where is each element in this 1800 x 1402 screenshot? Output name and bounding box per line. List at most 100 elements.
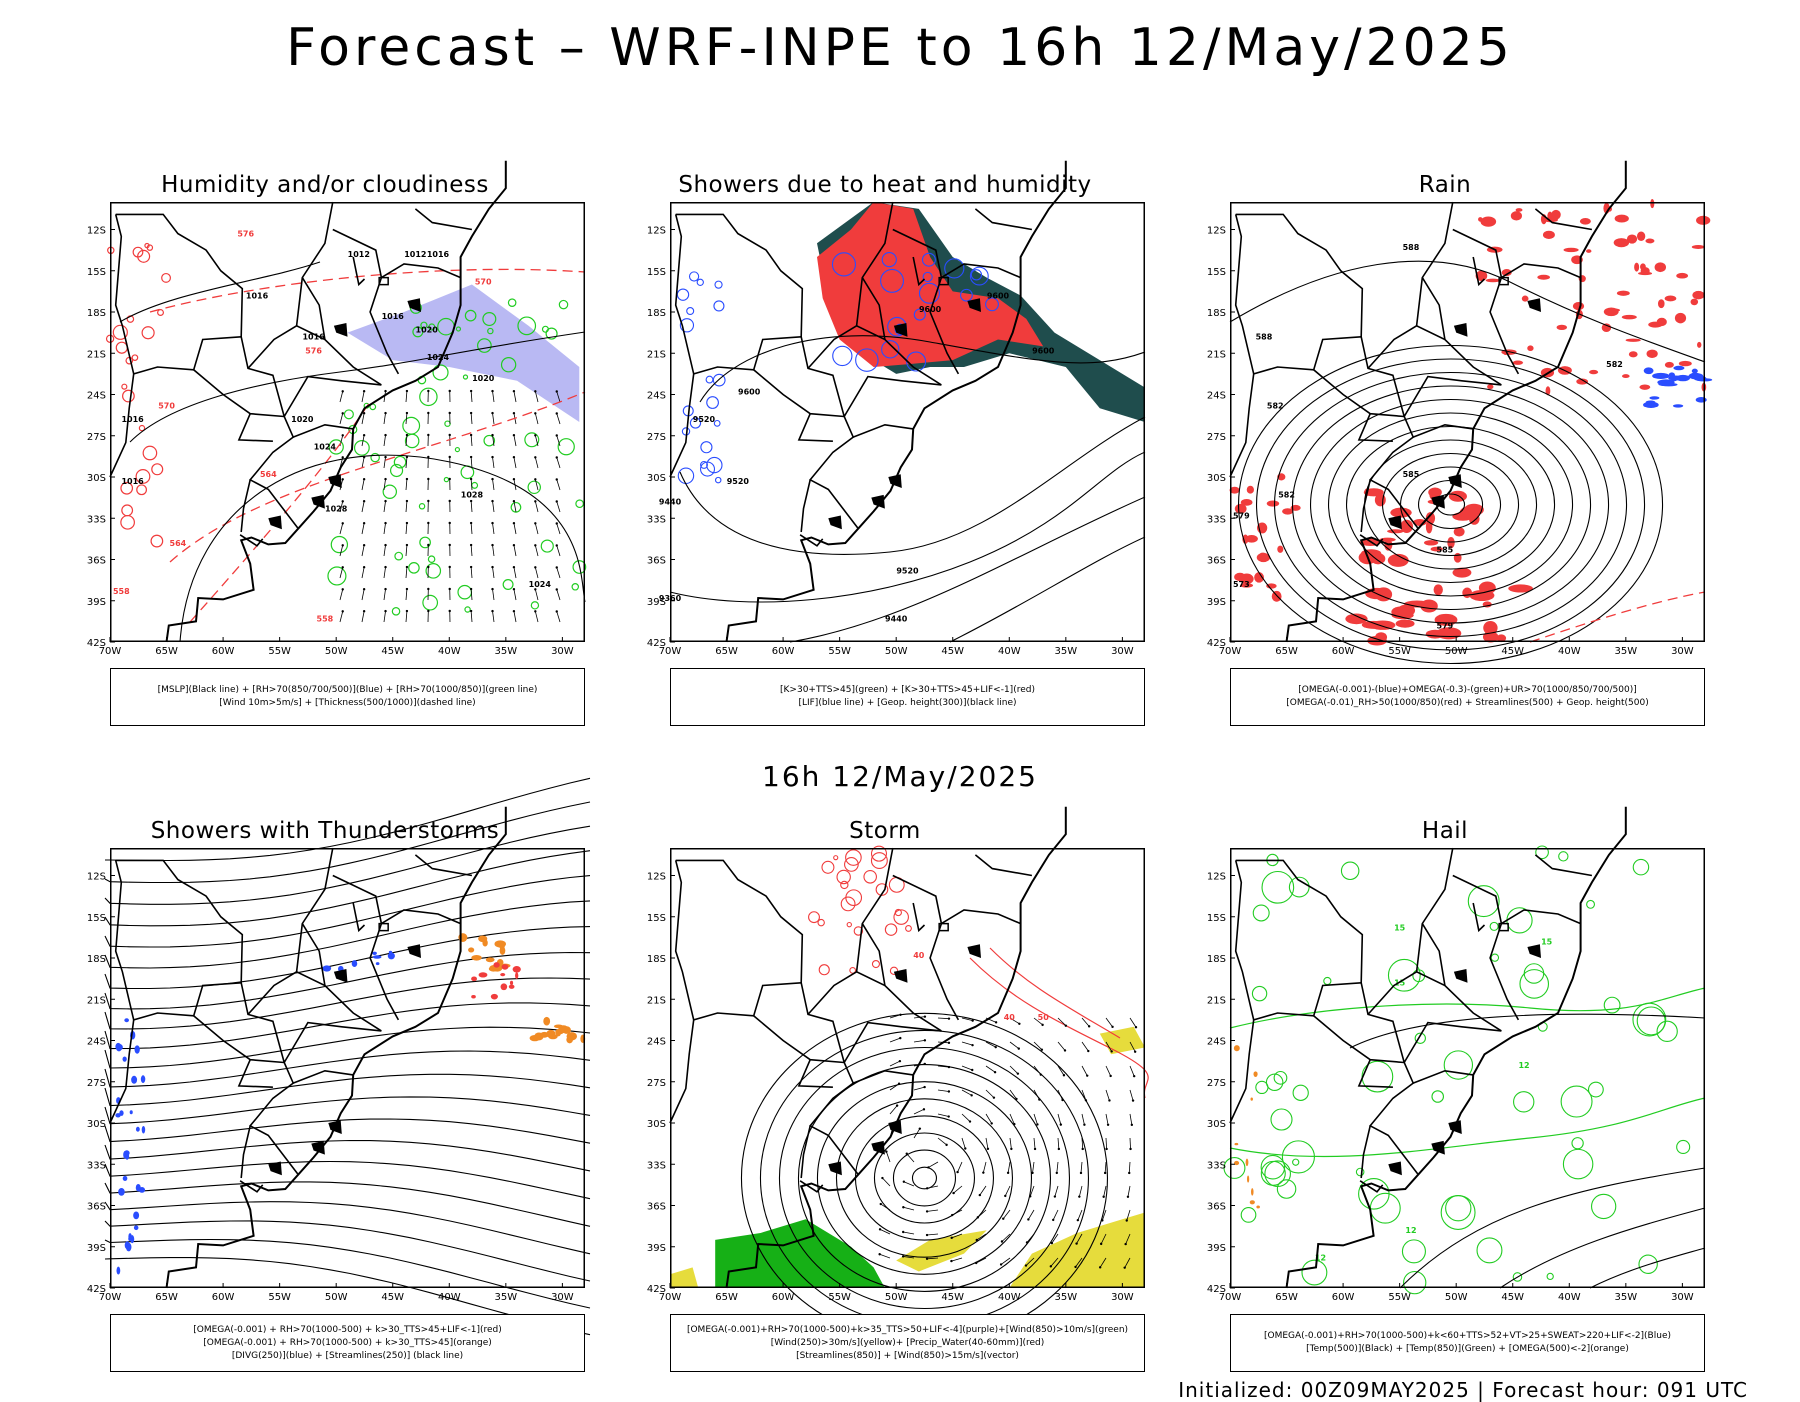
wind-vector [557,457,560,468]
rh-green-contour [576,500,583,507]
isoline-label: 585 [1403,470,1420,479]
isoline-label: 1016 [121,477,144,486]
wind-vector-head [534,412,536,414]
wind850-vector-head [1010,1148,1012,1150]
rh-green-contour [558,439,574,455]
isoline-label: 1024 [314,443,337,452]
wind-vector [362,479,364,490]
rh-green-contour [444,467,449,477]
wind850-vector [1053,1210,1058,1220]
lif-blue-contour [706,376,713,383]
wind250-yellow-area [896,1230,987,1271]
streamline-250 [105,1003,590,1049]
wind-vector [362,457,364,468]
wind-vector [362,413,364,424]
omega-rh-red-area [1396,619,1415,627]
storm-red-area [513,966,521,973]
streamline-850 [836,1099,1012,1257]
omega-rh-red-area [1696,216,1710,225]
storm-orange-area [478,935,487,942]
wind850-vector-head [902,1206,904,1208]
lon-tick-label: 65W [155,646,178,657]
wind850-vector-head [970,1094,972,1096]
rh-green-contour [465,607,470,612]
lake [1527,944,1541,958]
omega-blue-area [1646,400,1656,403]
temp850-green-contour [1413,970,1425,982]
temp850-green-contour [1572,1138,1583,1149]
wind850-vector-head [977,1216,979,1218]
divg-blue-area [372,952,377,955]
lon-tick-label: 65W [1275,1292,1298,1303]
divg-blue-area [123,1057,127,1062]
wind-vector-head [363,588,365,590]
wind-vector-head [406,544,408,546]
wind850-vector [1106,1018,1113,1027]
wind850-vector-head [899,1060,901,1062]
wind-vector [493,501,494,512]
temp850-green-contour [1563,1149,1592,1178]
wind-vector-head [470,544,472,546]
country-border [293,425,353,437]
wind850-vector-head [1040,1073,1042,1075]
lat-tick-label: 21S [87,995,106,1006]
streamline-250 [105,927,590,989]
wind-vector-head [427,588,429,590]
omega-rh-red-area [1589,370,1598,374]
lon-tick-label: 40W [1558,1292,1581,1303]
wind250-yellow-area [1100,1027,1145,1055]
wind850-vector [1106,1090,1109,1100]
lat-tick-label: 12S [647,872,666,883]
wind-vector [340,589,343,600]
omega-rh-red-area [1626,339,1641,342]
rh-green-contour [395,378,408,382]
wind-vector [514,611,516,622]
rh-blue-area [348,285,580,423]
wind-vector [362,611,364,622]
country-border [1236,214,1314,374]
storm-red-area [493,962,499,967]
isoline-label: 1012 [404,250,426,259]
lif-blue-contour [716,477,721,482]
omega500-orange-area [1234,1045,1240,1051]
wind-vector [406,391,407,402]
legend-line: [Wind(250)>30m/s](yellow)+ [Precip_Water… [771,1337,1045,1350]
wind850-vector [890,1061,900,1066]
wind850-vector-head [1027,1218,1029,1220]
rh-green-contour [360,568,375,573]
streamline-250 [105,1141,590,1171]
legend-line: [OMEGA(-0.001) + RH>70(1000-500) + k>30_… [193,1324,502,1337]
lat-tick-label: 24S [87,1037,106,1048]
wind-vector-head [534,544,536,546]
wind-vector-head [342,610,344,612]
wind850-vector [1105,1162,1106,1173]
coastline [167,161,506,642]
wind-vector-head [470,610,472,612]
omega-blue-area [1644,367,1654,374]
wind850-vector-head [924,1015,926,1017]
isoline-label: 9600 [987,291,1010,300]
wind850-vector [1058,1114,1061,1125]
wind850-vector-head [948,1066,950,1068]
omega500-orange-area [1250,1200,1255,1204]
wind-vector-head [427,544,429,546]
country-border [116,860,194,1020]
rh-green-contour [421,413,426,423]
omega-rh-red-area [1277,546,1283,553]
omega500-orange-area [1251,1098,1253,1101]
lon-tick-label: 30W [1111,1292,1134,1303]
lif-blue-contour [677,289,688,300]
country-border [415,209,472,230]
wind850-vector-head [1111,1026,1113,1028]
lat-tick-label: 30S [87,1119,106,1130]
lon-tick-label: 60W [772,646,795,657]
wind-vector-head [513,456,515,458]
wind-vector-head [342,456,344,458]
omega-blue-area [1652,373,1669,379]
storm-orange-area [499,943,505,949]
wind850-vector-head [948,1042,950,1044]
isoline-label: 582 [1278,491,1295,500]
wind850-vector-head [1041,1049,1043,1051]
